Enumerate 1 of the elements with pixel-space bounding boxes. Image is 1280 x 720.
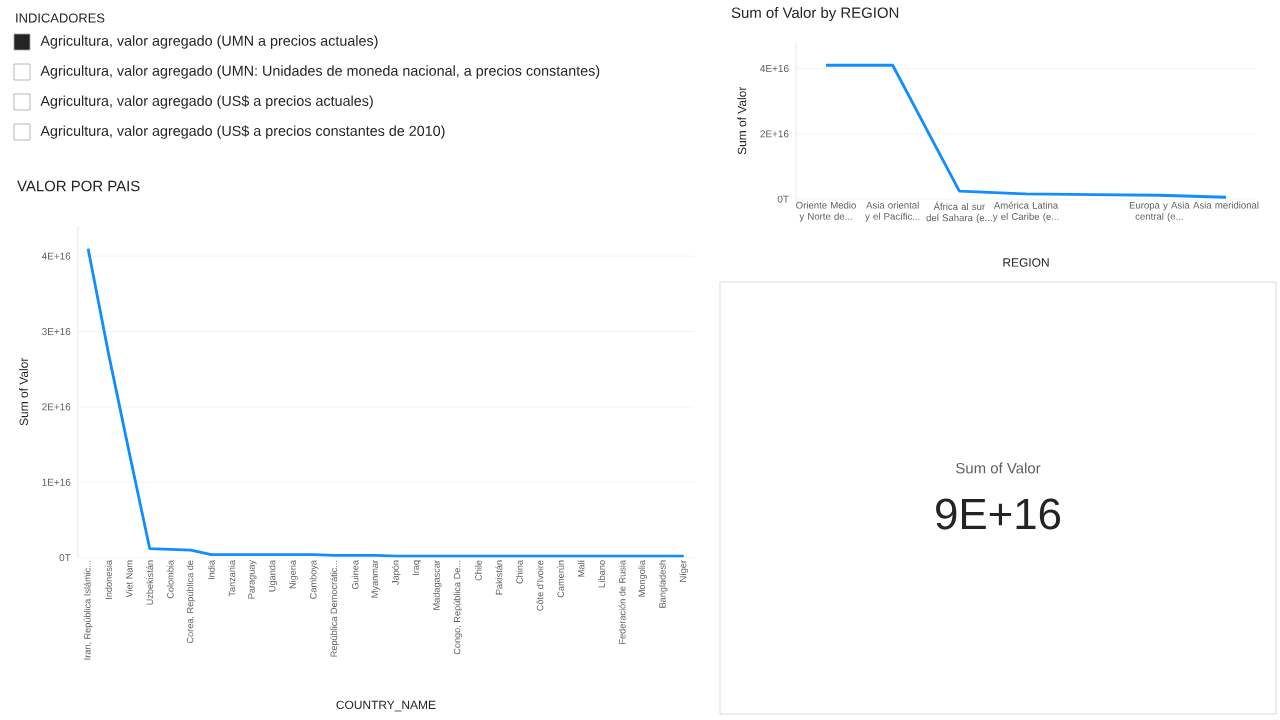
text: 9E+16 bbox=[936, 498, 1061, 530]
